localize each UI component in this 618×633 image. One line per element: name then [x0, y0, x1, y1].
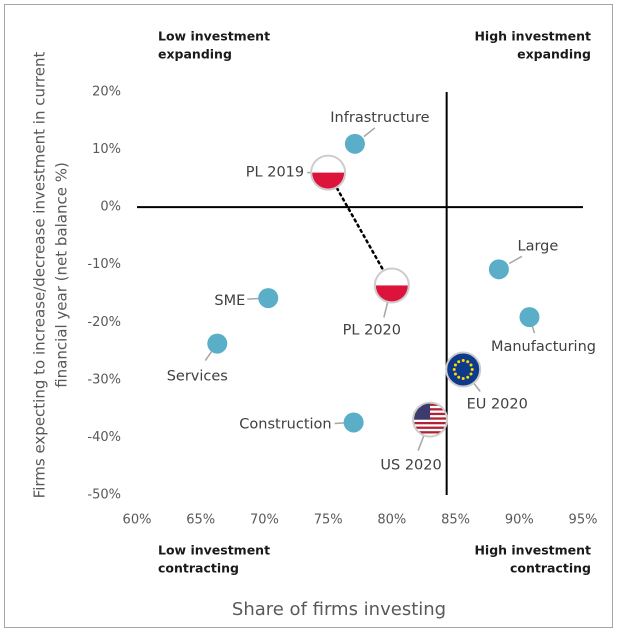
- flag-star: [469, 363, 473, 367]
- flag-star: [457, 375, 461, 379]
- flag-star: [470, 367, 474, 371]
- quadrant-label: Low investment: [158, 543, 270, 558]
- point-label: Large: [517, 238, 558, 254]
- y-tick-label: 10%: [92, 142, 121, 157]
- flag-star: [461, 358, 465, 362]
- quadrant-label: High investment: [474, 543, 591, 558]
- point-label: PL 2019: [246, 165, 304, 181]
- point: [258, 288, 279, 309]
- quadrant-label: contracting: [158, 561, 239, 576]
- point: [519, 307, 540, 328]
- y-tick-label: -20%: [87, 315, 121, 330]
- x-tick-label: 75%: [314, 513, 343, 528]
- frame: [4, 4, 613, 628]
- flag-red: [312, 172, 345, 189]
- flag-stripe: [414, 426, 447, 429]
- flag-star: [452, 367, 456, 371]
- flag-stripe: [414, 421, 447, 425]
- point-label: Infrastructure: [330, 110, 429, 126]
- point-label: PL 2020: [343, 322, 401, 338]
- point-label: EU 2020: [467, 396, 528, 412]
- flag-star: [453, 372, 457, 376]
- point: [344, 133, 365, 154]
- y-axis-label-line: Firms expecting to increase/decrease inv…: [31, 52, 49, 499]
- x-tick-label: 60%: [123, 513, 152, 528]
- point: [343, 412, 364, 433]
- flag-point: [445, 351, 482, 388]
- leader-line: [508, 255, 523, 265]
- y-tick-label: 20%: [92, 85, 121, 100]
- quadrant-label: expanding: [517, 47, 591, 62]
- x-tick-label: 65%: [186, 513, 215, 528]
- y-tick-label: 0%: [100, 200, 121, 215]
- point-label: Services: [167, 369, 228, 385]
- quadrant-label: contracting: [510, 561, 591, 576]
- y-axis-label-line: financial year (net balance %): [53, 162, 71, 388]
- y-tick-label: -10%: [87, 257, 121, 272]
- flag-red: [375, 285, 408, 302]
- flag-point: [412, 401, 449, 438]
- point-label: US 2020: [380, 458, 441, 474]
- flag-star: [469, 372, 473, 376]
- quadrant-label: High investment: [474, 29, 591, 44]
- flag-stripe: [414, 431, 447, 434]
- quadrant-label: Low investment: [158, 29, 270, 44]
- x-axis-label: Share of firms investing: [232, 599, 446, 620]
- flag-star: [466, 360, 470, 364]
- y-axis-label: Firms expecting to increase/decrease inv…: [31, 52, 71, 499]
- flag-canton: [414, 403, 431, 420]
- y-tick-label: -50%: [87, 488, 121, 503]
- flag-star: [461, 376, 465, 380]
- flag-point: [310, 154, 347, 191]
- flag-point: [373, 267, 410, 304]
- point-label: Construction: [239, 416, 331, 432]
- connector: [326, 171, 394, 287]
- leader-line: [417, 433, 426, 451]
- leader-line: [204, 350, 213, 362]
- y-tick-label: -30%: [87, 372, 121, 387]
- flag-star: [457, 360, 461, 364]
- x-tick-label: 85%: [441, 513, 470, 528]
- leader-line: [363, 127, 376, 138]
- x-tick-label: 80%: [377, 513, 406, 528]
- flag-star: [466, 375, 470, 379]
- x-tick-label: 90%: [505, 513, 534, 528]
- leader-line: [247, 297, 259, 300]
- point: [488, 259, 509, 280]
- flag-bg: [445, 351, 482, 388]
- flag-star: [453, 363, 457, 367]
- x-tick-label: 70%: [250, 513, 279, 528]
- point-label: SME: [214, 293, 245, 309]
- leader-line: [334, 422, 346, 425]
- x-tick-label: 95%: [569, 513, 598, 528]
- point-label: Manufacturing: [491, 339, 596, 355]
- y-tick-label: -40%: [87, 430, 121, 445]
- point: [207, 333, 228, 354]
- quadrant-label: expanding: [158, 47, 232, 62]
